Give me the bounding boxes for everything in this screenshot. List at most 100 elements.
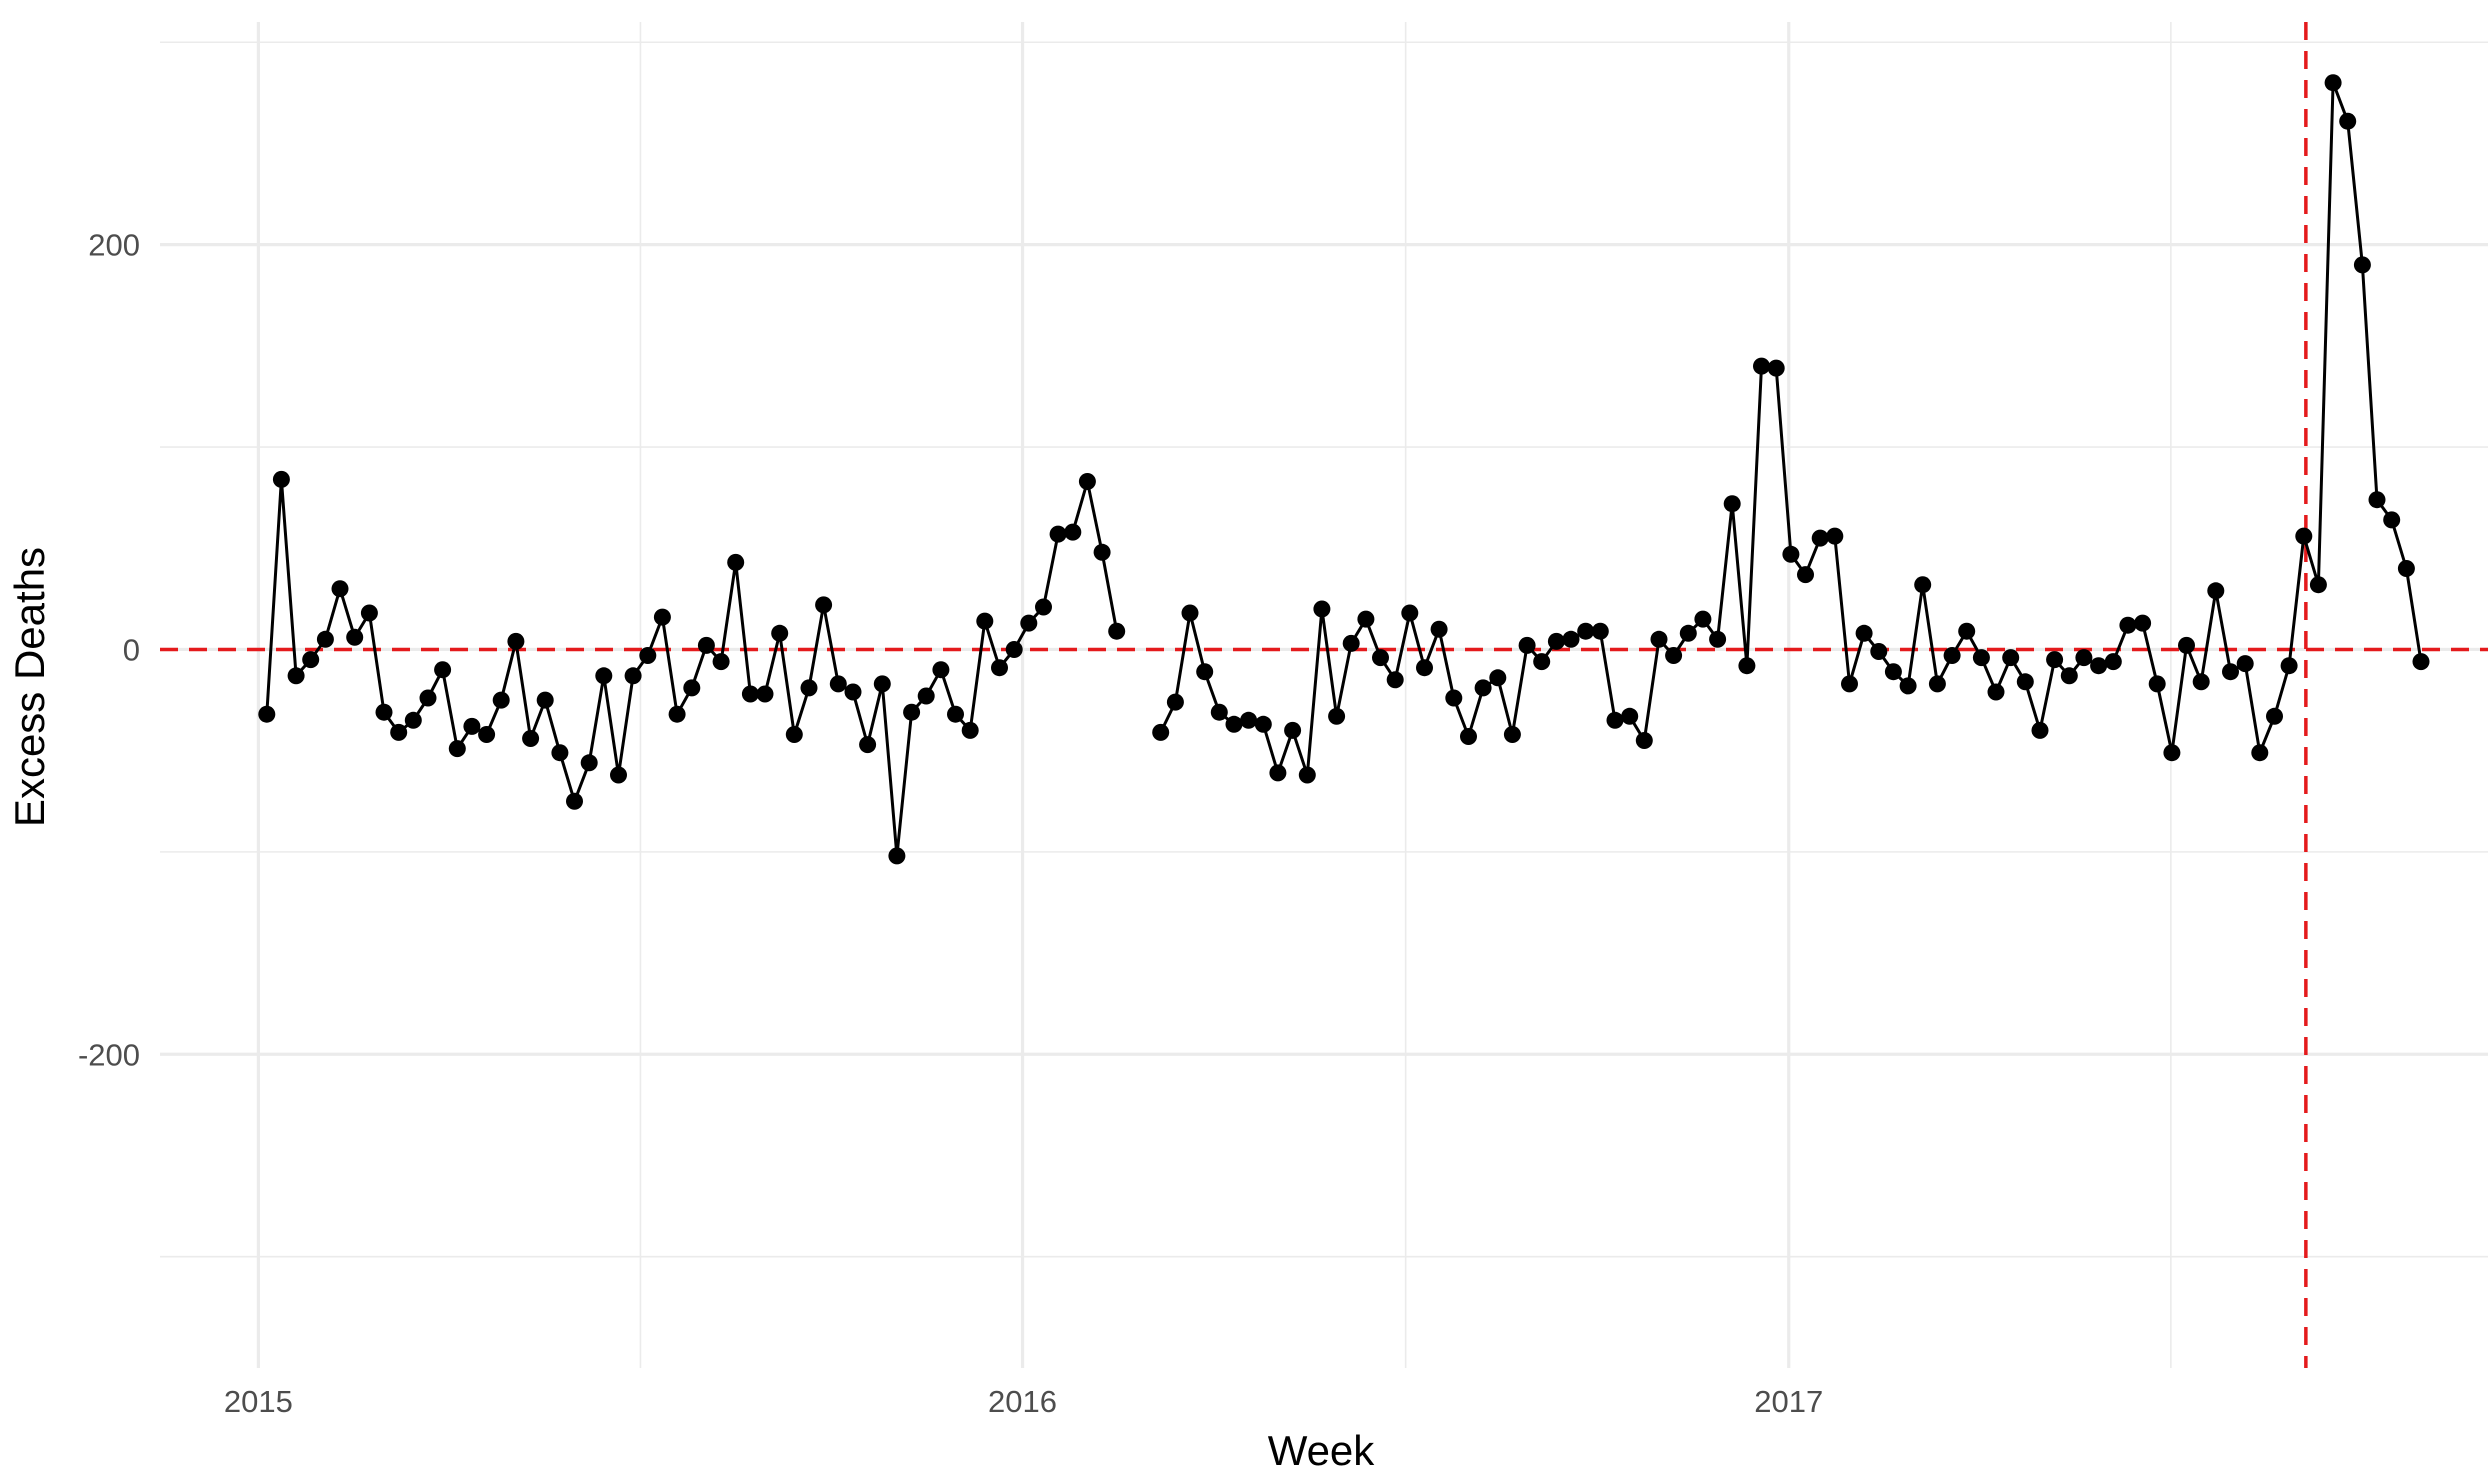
data-point (492, 691, 510, 709)
data-point (595, 667, 613, 685)
data-point (1401, 604, 1419, 622)
data-point (1899, 677, 1917, 695)
data-point (1445, 689, 1463, 707)
data-point (1518, 636, 1536, 654)
data-point (800, 679, 818, 697)
data-point (1562, 630, 1580, 648)
data-point (1753, 357, 1770, 375)
data-point (1650, 630, 1668, 648)
data-point (2280, 657, 2298, 675)
data-point (1782, 545, 1800, 563)
data-point (1240, 711, 1258, 729)
data-point (1196, 663, 1214, 681)
data-point (2075, 649, 2093, 667)
data-point (815, 596, 833, 614)
data-point (1987, 683, 2005, 701)
data-point (1606, 711, 1624, 729)
data-point (1870, 643, 1888, 660)
data-point (1884, 663, 1902, 681)
data-point (434, 661, 452, 679)
data-point (1416, 659, 1433, 677)
data-point (683, 679, 701, 697)
data-point (1298, 766, 1316, 784)
data-point (536, 691, 554, 709)
data-point (844, 683, 862, 701)
data-point (1049, 525, 1067, 543)
data-point (1386, 671, 1404, 689)
data-point (1577, 622, 1595, 640)
data-point (316, 630, 334, 648)
x-axis-title: Week (1268, 1427, 1376, 1474)
data-point (903, 703, 921, 721)
data-point (741, 685, 759, 703)
data-point (2324, 74, 2342, 92)
data-point (610, 766, 627, 784)
data-point (2266, 707, 2283, 725)
data-point (272, 470, 290, 488)
data-point (331, 580, 349, 598)
data-point (1972, 649, 1990, 667)
data-point (961, 721, 979, 739)
data-point (1152, 723, 1170, 741)
data-point (346, 628, 364, 646)
data-point (258, 705, 276, 723)
x-tick-label: 2016 (988, 1384, 1057, 1419)
data-point (2251, 744, 2269, 762)
data-point (1811, 529, 1829, 547)
data-point (419, 689, 437, 707)
data-point (1958, 622, 1976, 640)
data-point (2002, 649, 2020, 667)
data-point (1679, 624, 1697, 642)
data-point (1503, 726, 1521, 743)
data-point (785, 726, 803, 743)
data-point (2046, 651, 2064, 669)
data-point (947, 705, 964, 723)
y-axis-title: Excess Deaths (6, 547, 53, 827)
x-tick-label: 2017 (1754, 1384, 1823, 1419)
data-point (873, 675, 891, 693)
data-point (727, 553, 745, 571)
data-point (2353, 256, 2371, 274)
data-point (1914, 576, 1932, 594)
data-point (1547, 632, 1565, 650)
data-point (697, 636, 715, 654)
data-point (1723, 495, 1741, 513)
data-point (1064, 523, 1082, 541)
data-point (2339, 112, 2357, 130)
data-point (624, 667, 642, 685)
data-point (2192, 673, 2210, 691)
data-point (1357, 610, 1375, 628)
data-point (1166, 693, 1184, 711)
data-point (2119, 616, 2137, 634)
data-point (1533, 653, 1551, 671)
data-point (302, 651, 320, 669)
y-tick-label: 0 (123, 632, 140, 667)
data-point (653, 608, 671, 626)
data-point (1342, 634, 1360, 652)
data-point (1841, 675, 1858, 693)
data-point (1591, 622, 1609, 640)
data-point (522, 730, 540, 747)
data-point (1093, 543, 1111, 561)
data-point (448, 740, 466, 758)
data-point (2104, 653, 2122, 671)
data-point (888, 847, 906, 865)
data-point (1313, 600, 1331, 618)
data-point (2090, 657, 2108, 675)
data-point (1621, 707, 1639, 725)
data-point (1078, 473, 1096, 490)
data-point (463, 717, 481, 735)
x-tick-label: 2015 (224, 1384, 293, 1419)
data-point (1254, 715, 1272, 733)
data-point (404, 711, 422, 729)
data-point (2236, 655, 2254, 673)
data-point (1474, 679, 1492, 697)
y-tick-label: -200 (78, 1037, 140, 1072)
data-point (2222, 663, 2239, 681)
data-point (478, 726, 496, 743)
data-point (2163, 744, 2181, 762)
y-tick-label: 200 (88, 228, 140, 263)
data-point (976, 612, 994, 630)
data-point (859, 736, 877, 754)
